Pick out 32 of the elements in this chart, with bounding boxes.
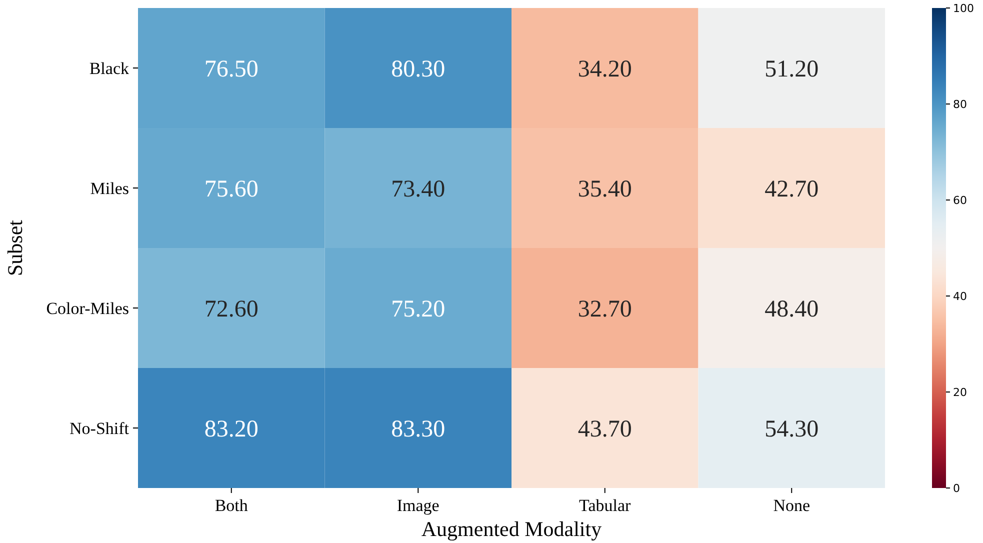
color-bar-label: 20: [953, 386, 967, 399]
data-label: 75.20: [391, 296, 446, 322]
data-label: 34.20: [578, 56, 632, 82]
data-label: 54.30: [764, 416, 819, 442]
x-tick-label: Both: [214, 496, 248, 515]
data-label: 48.40: [764, 296, 819, 322]
color-bar-label: 0: [953, 482, 960, 495]
data-label: 35.40: [578, 176, 632, 202]
data-label: 51.20: [764, 56, 819, 82]
y-tick-label: Miles: [90, 178, 129, 198]
data-label: 75.60: [204, 176, 258, 202]
y-tick-label: No-Shift: [70, 418, 130, 438]
data-label: 43.70: [578, 416, 632, 442]
data-label: 72.60: [204, 296, 258, 322]
x-tick-label: None: [773, 496, 810, 515]
color-bar-label: 80: [953, 98, 967, 111]
y-tick-label: Color-Miles: [46, 298, 129, 318]
data-label: 73.40: [391, 176, 446, 202]
x-tick-label: Image: [396, 496, 440, 515]
x-tick-label: Tabular: [579, 496, 632, 515]
data-label: 83.30: [391, 416, 446, 442]
y-tick-label: Black: [89, 58, 130, 78]
data-label: 32.70: [578, 296, 632, 322]
color-bar-label: 40: [953, 290, 967, 303]
color-bar-label: 100: [953, 2, 974, 15]
data-label: 80.30: [391, 56, 446, 82]
data-label: 83.20: [204, 416, 258, 442]
x-axis-title: Augmented Modality: [421, 517, 602, 541]
y-axis-title: Subset: [3, 220, 27, 276]
color-bar-label: 60: [953, 194, 967, 207]
data-label: 76.50: [204, 56, 258, 82]
data-label: 42.70: [764, 176, 819, 202]
